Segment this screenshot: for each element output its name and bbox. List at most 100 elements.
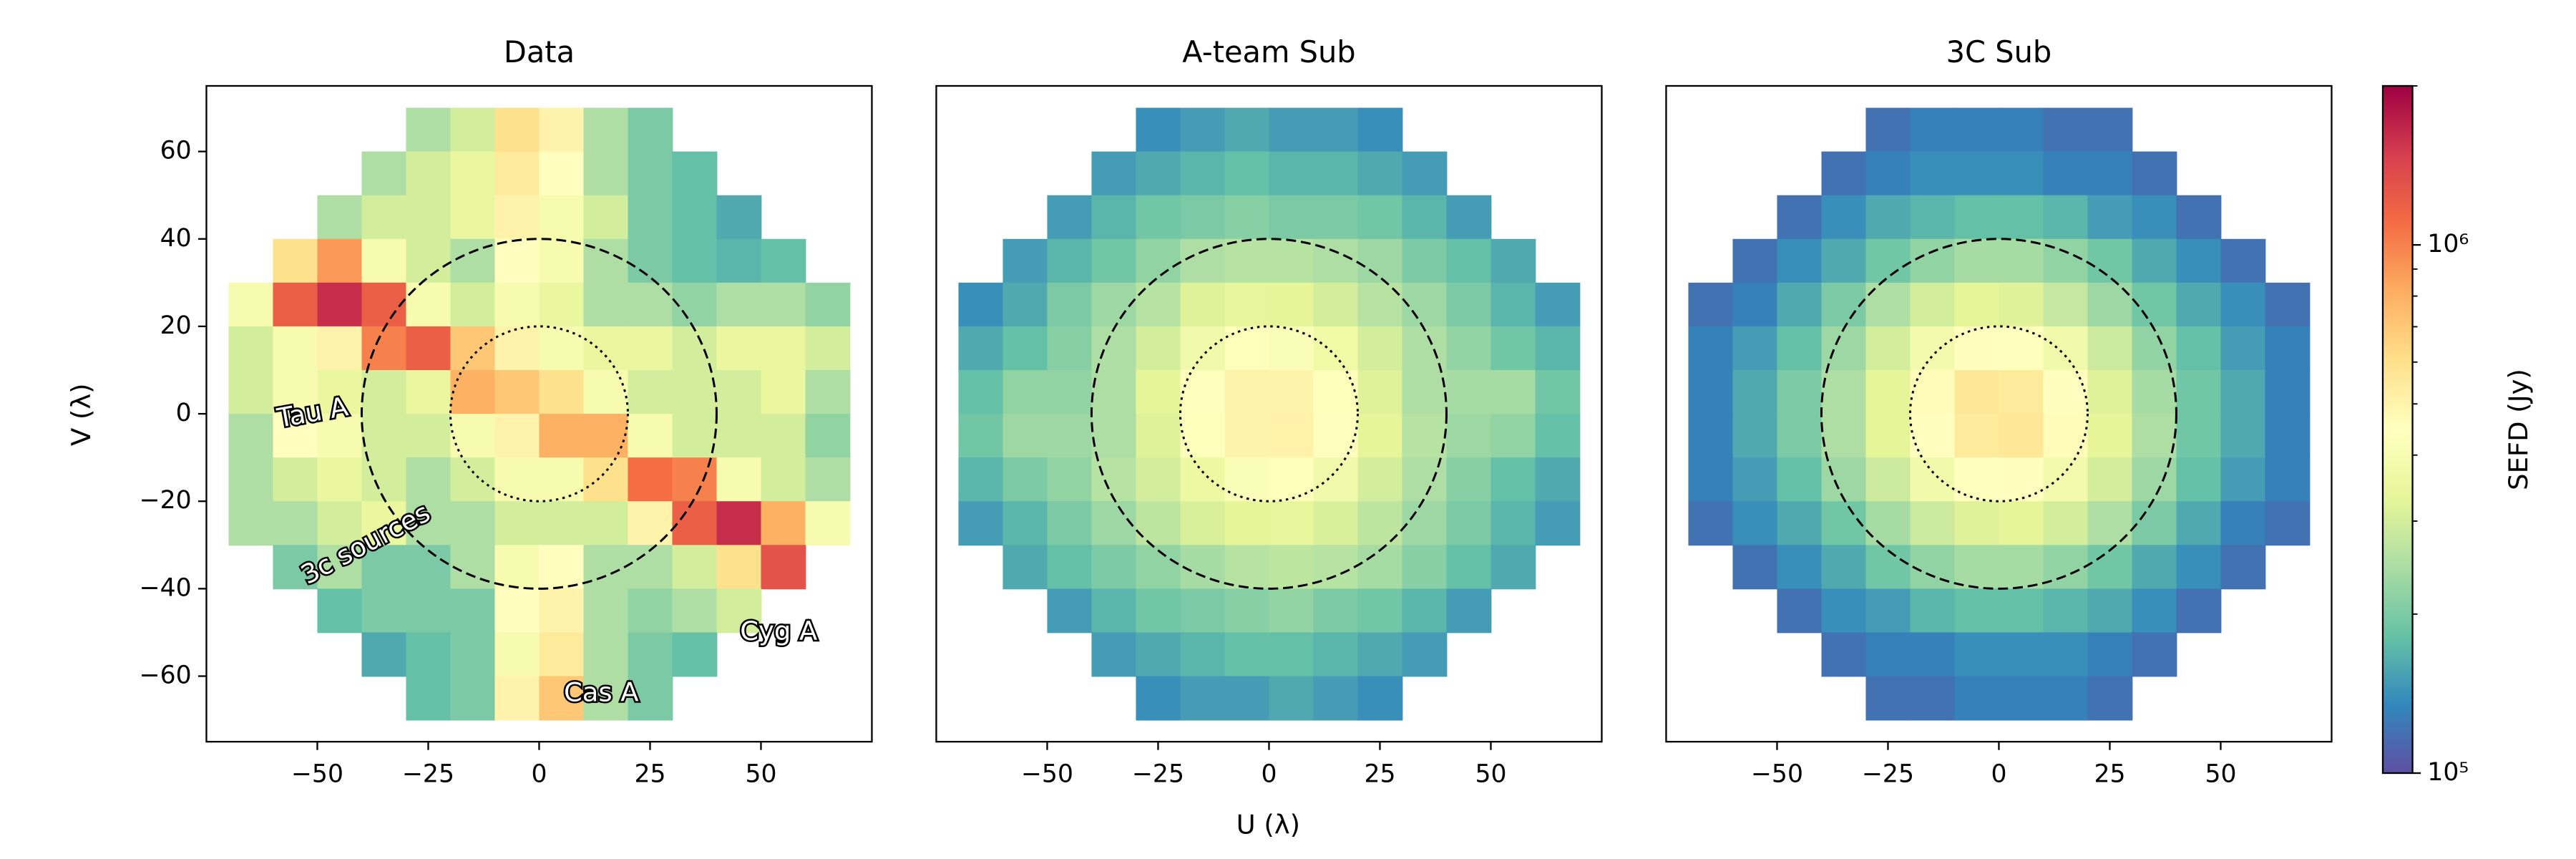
heatmap-cell [317, 238, 363, 283]
heatmap-cell [1269, 676, 1314, 721]
heatmap-cell [406, 414, 452, 459]
heatmap-cell [1821, 501, 1867, 546]
heatmap-cell [1357, 195, 1403, 240]
heatmap-cell [1821, 457, 1867, 503]
heatmap-cell [1954, 545, 2000, 590]
heatmap-cell [1402, 545, 1448, 590]
heatmap-cell [2220, 414, 2266, 459]
heatmap-cell [1002, 501, 1048, 546]
heatmap-cell [628, 676, 673, 721]
heatmap-cell [583, 632, 629, 677]
heatmap-cell [583, 326, 629, 371]
heatmap-cell [2087, 414, 2133, 459]
heatmap-cell [628, 370, 673, 414]
heatmap-cell [761, 370, 806, 414]
heatmap-cell [672, 414, 718, 459]
heatmap-cell [1002, 545, 1048, 590]
heatmap-cell [761, 414, 806, 459]
heatmap-cell [1091, 457, 1137, 503]
heatmap-cell [628, 151, 673, 196]
heatmap-cell [1269, 238, 1314, 283]
heatmap-cell [628, 195, 673, 240]
heatmap-cell [273, 457, 318, 503]
heatmap-cell [361, 545, 407, 590]
heatmap-cell [583, 370, 629, 414]
heatmap-cell [583, 545, 629, 590]
heatmap-cell [2220, 501, 2266, 546]
heatmap-cell [672, 588, 718, 634]
heatmap-cell [628, 501, 673, 546]
heatmap-cell [2220, 238, 2266, 283]
annotation: Cas A [564, 676, 639, 707]
heatmap-cell [2132, 414, 2177, 459]
heatmap-cell [1954, 195, 2000, 240]
heatmap-cell [672, 151, 718, 196]
heatmap-cell [1180, 545, 1226, 590]
heatmap-cell [628, 414, 673, 459]
heatmap-cell [1954, 501, 2000, 546]
heatmap-cell [1535, 457, 1581, 503]
heatmap-cell [450, 414, 496, 459]
y-tick-label: −40 [140, 573, 192, 602]
x-tick-label: −25 [402, 759, 454, 788]
heatmap-cell [716, 501, 762, 546]
heatmap-cell [1491, 501, 1536, 546]
heatmap-cell [1865, 414, 1911, 459]
heatmap-cell [1136, 326, 1181, 371]
heatmap-cell [1999, 588, 2044, 634]
heatmap-cell [1357, 282, 1403, 327]
heatmap-cell [1999, 501, 2044, 546]
heatmap-cell [1999, 545, 2044, 590]
heatmap-cell [450, 632, 496, 677]
x-tick-label: 0 [1261, 759, 1277, 788]
heatmap-cell [1180, 370, 1226, 414]
heatmap-cell [1047, 588, 1093, 634]
heatmap-cell [1535, 414, 1581, 459]
heatmap-cell [583, 457, 629, 503]
heatmap-cell [1821, 588, 1867, 634]
heatmap-cell [1357, 588, 1403, 634]
heatmap-cell [1224, 107, 1270, 152]
heatmap-cell [672, 545, 718, 590]
heatmap-cell [583, 195, 629, 240]
heatmap-cell [1732, 501, 1778, 546]
heatmap-cell [1002, 370, 1048, 414]
heatmap-cell [539, 107, 585, 152]
heatmap-cell [1180, 195, 1226, 240]
annotation: Cyg A [740, 616, 817, 646]
heatmap-cell [1047, 282, 1093, 327]
heatmap-cell [539, 676, 585, 721]
heatmap-cell [317, 501, 363, 546]
heatmap-cell [1180, 151, 1226, 196]
heatmap-cell [2043, 195, 2089, 240]
heatmap-cell [1313, 676, 1359, 721]
heatmap-cell [1954, 457, 2000, 503]
heatmap-cell [672, 370, 718, 414]
heatmap-cell [361, 414, 407, 459]
y-tick-label: −60 [140, 661, 192, 690]
x-tick-label: 25 [634, 759, 665, 788]
heatmap-cell [1047, 370, 1093, 414]
heatmap-cell [406, 457, 452, 503]
heatmap-cell [2265, 414, 2311, 459]
panel-title: 3C Sub [1946, 34, 2052, 69]
heatmap-cell [761, 282, 806, 327]
heatmap-cell [2132, 282, 2177, 327]
heatmap-cell [539, 195, 585, 240]
heatmap-cell [1777, 326, 1823, 371]
heatmap-cell [1224, 414, 1270, 459]
heatmap-cell [716, 588, 762, 634]
heatmap-cell [761, 501, 806, 546]
heatmap-cell [361, 370, 407, 414]
x-tick-label: −50 [1751, 759, 1803, 788]
heatmap-cell [1002, 457, 1048, 503]
heatmap-cell [1446, 195, 1492, 240]
heatmap-cell [2132, 151, 2177, 196]
heatmap-cell [1865, 457, 1911, 503]
heatmap-cell [1865, 676, 1911, 721]
heatmap-cell [450, 151, 496, 196]
heatmap-cell [672, 195, 718, 240]
heatmap-cell [2043, 545, 2089, 590]
heatmap-cell [1535, 370, 1581, 414]
